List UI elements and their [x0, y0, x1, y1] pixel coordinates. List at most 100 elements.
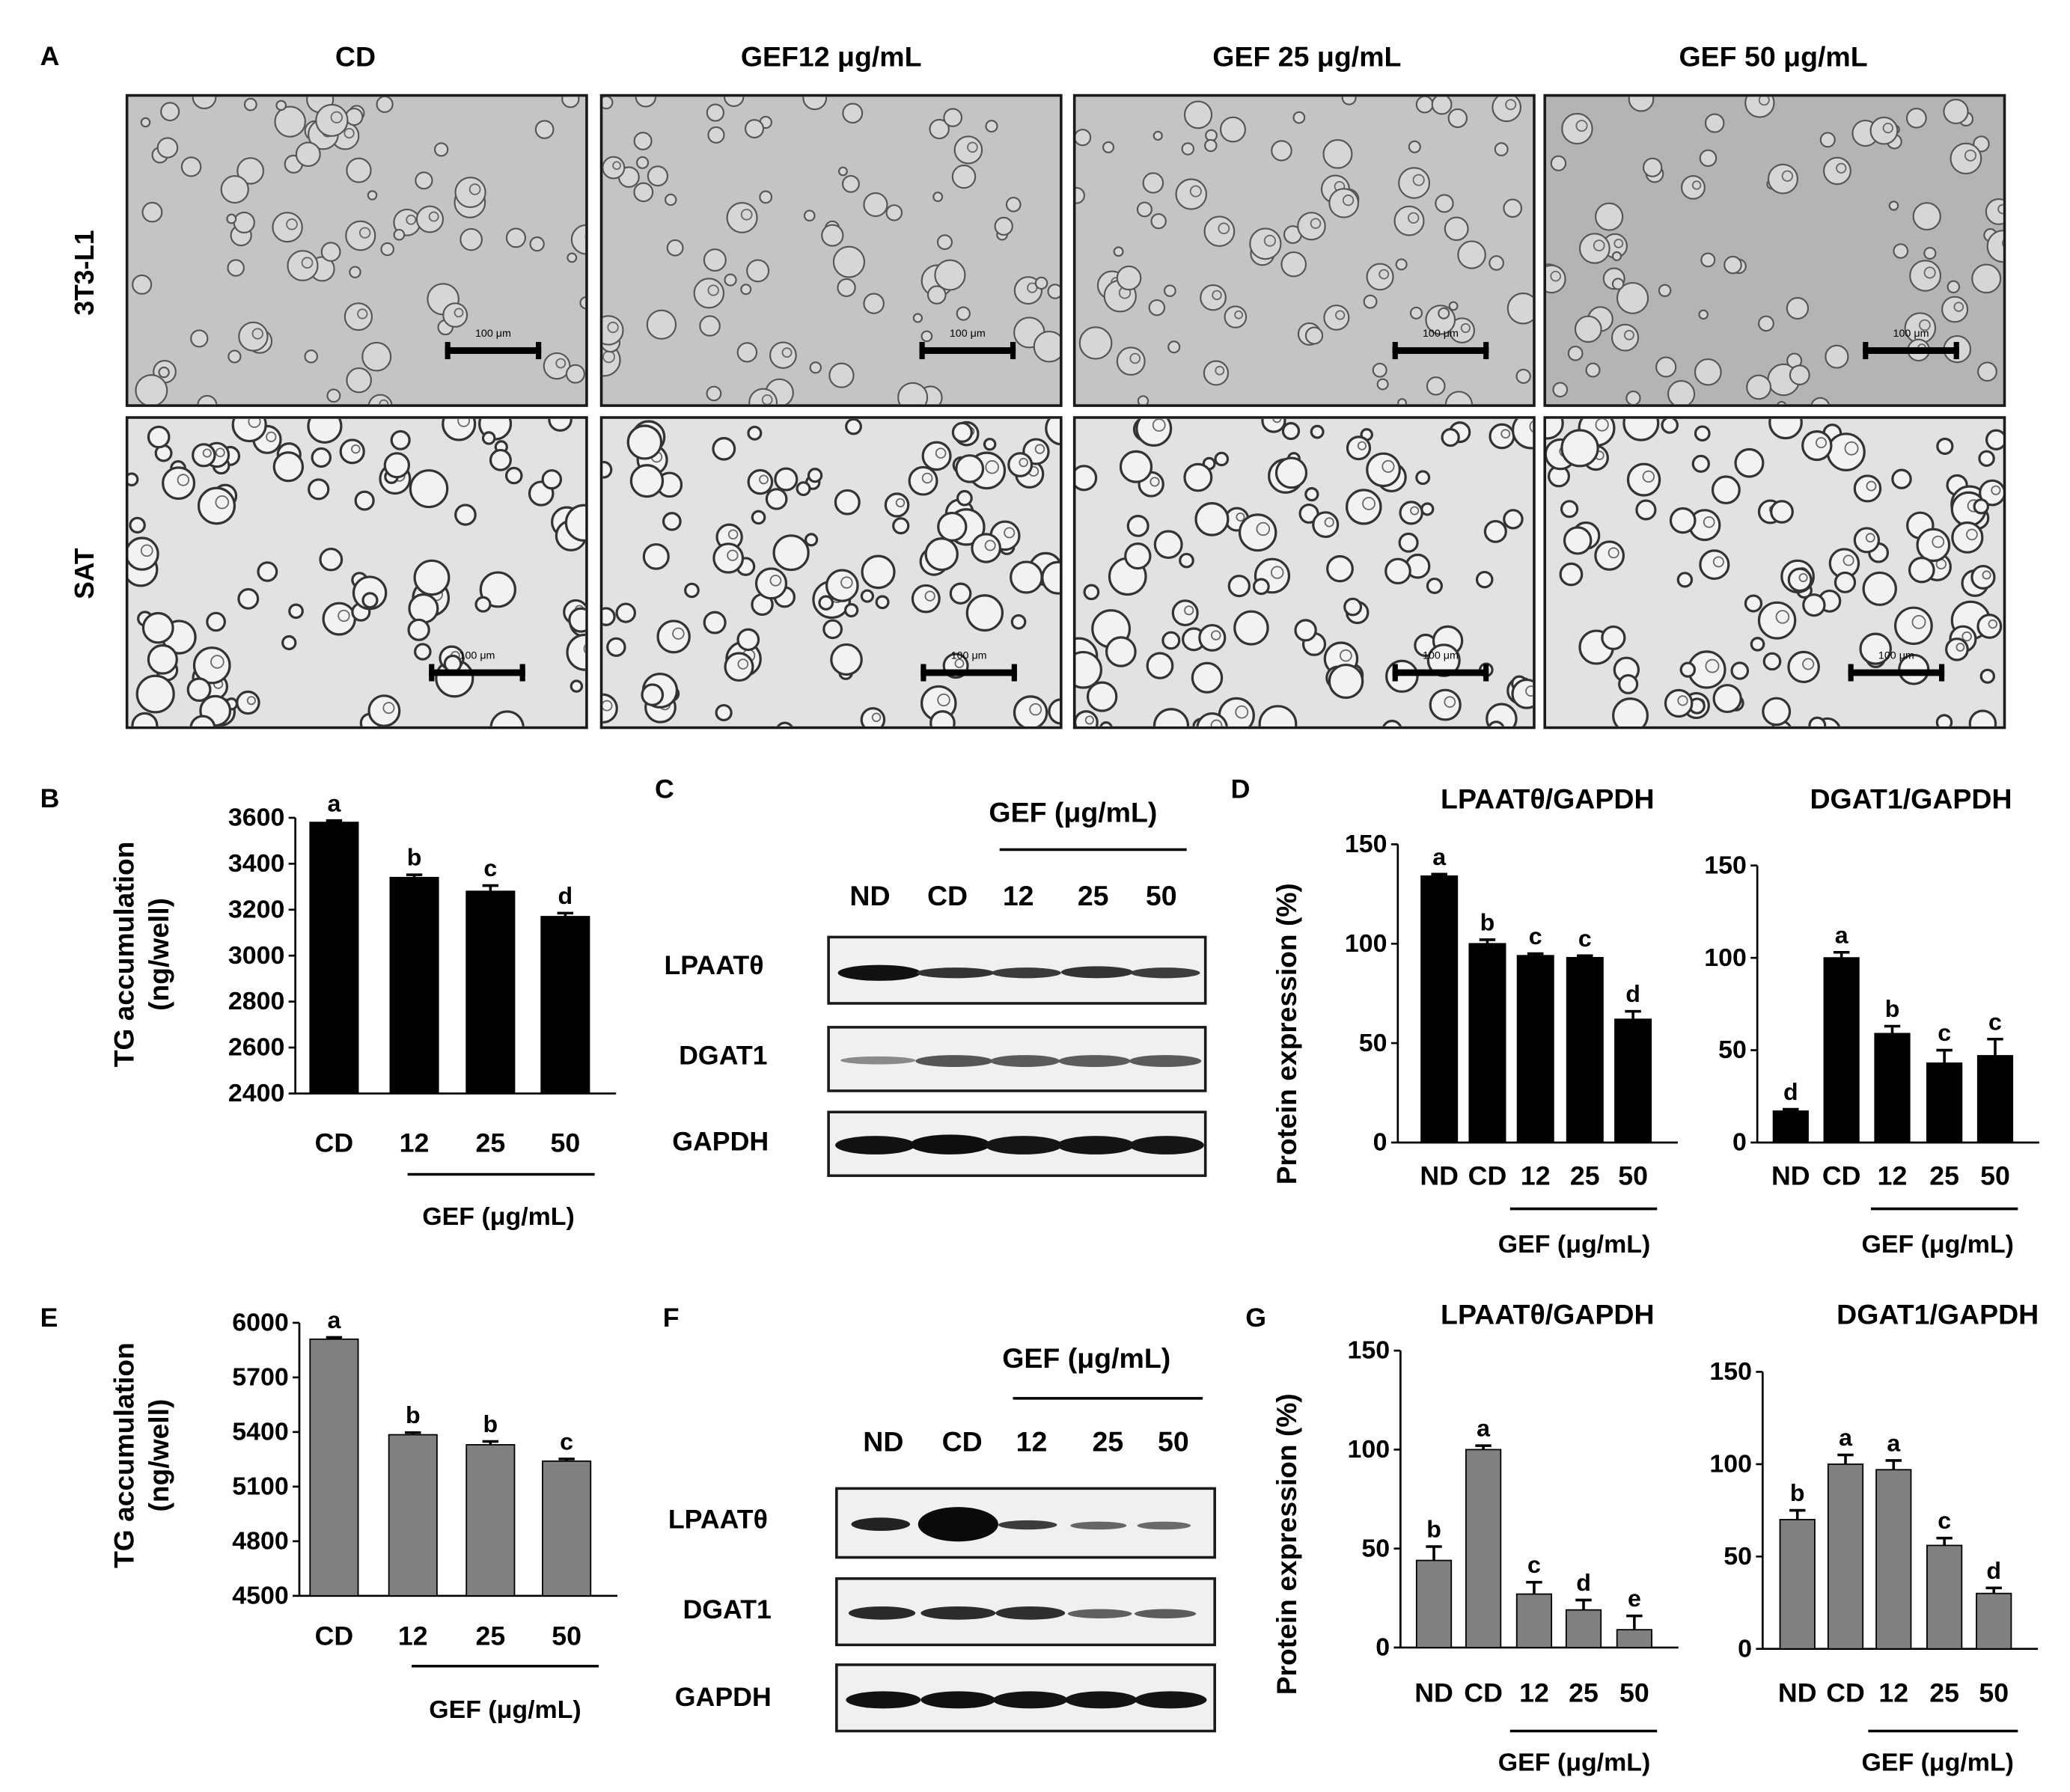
x-tick-label: 50 [552, 1621, 581, 1651]
y-axis-label: TG accumulation (ng/well) [108, 1342, 174, 1568]
bar-CD [1468, 943, 1506, 1143]
x-tick-label: 12 [1878, 1161, 1908, 1191]
significance-letter: a [1887, 1430, 1900, 1457]
scale-bar-label: 100 μm [1422, 649, 1459, 661]
significance-letter: d [558, 882, 573, 909]
significance-letter: a [327, 789, 341, 816]
x-tick-label: 25 [475, 1128, 505, 1158]
bar-12 [388, 1434, 438, 1597]
y-tick-label: 3200 [228, 896, 284, 924]
significance-letter: a [327, 1306, 341, 1333]
blot-f-label-lpaat: LPAATθ [668, 1505, 768, 1535]
y-tick-label: 4800 [232, 1527, 288, 1556]
bar-ND [1779, 1519, 1816, 1650]
blot-f-lane-25: 25 [1092, 1427, 1124, 1458]
x-tick-label: 25 [1570, 1161, 1600, 1191]
bar-12 [1515, 1593, 1553, 1648]
y-tick-label: 100 [1709, 1450, 1752, 1478]
significance-letter: b [1790, 1479, 1805, 1506]
y-tick-label: 150 [1347, 1336, 1390, 1365]
column-title-gef50: GEF 50 μg/mL [1679, 42, 1868, 73]
x-tick-label: CD [1826, 1678, 1865, 1708]
scale-bar-label: 100 μm [949, 327, 986, 340]
blot-f-gapdh [835, 1663, 1216, 1733]
blot-c-lane-50: 50 [1145, 881, 1177, 912]
y-axis-label-line2: (ng/well) [143, 1399, 174, 1512]
y-axis-label-line1: TG accumulation [108, 842, 139, 1068]
blot-f-lane-12: 12 [1016, 1427, 1048, 1458]
micrograph-3t3l1-1 [125, 94, 588, 407]
x-tick-label: CD [315, 1621, 354, 1651]
x-tick-label: CD [1464, 1678, 1503, 1708]
scale-bar-label: 100 μm [1422, 327, 1459, 340]
bar-12 [1516, 955, 1554, 1143]
significance-letter: d [1625, 980, 1640, 1007]
panel-label-e: E [40, 1304, 58, 1334]
blot-f-dgat1 [835, 1577, 1216, 1647]
blot-f-header: GEF (μg/mL) [1002, 1344, 1171, 1374]
y-tick-label: 0 [1376, 1633, 1390, 1662]
x-tick-label: 50 [1618, 1161, 1648, 1191]
y-tick-label: 4500 [232, 1582, 288, 1610]
y-tick-label: 5400 [232, 1418, 288, 1446]
x-tick-label: CD [1822, 1161, 1861, 1191]
x-tick-label: 25 [1929, 1161, 1959, 1191]
bar-12 [389, 876, 439, 1095]
significance-letter: c [1938, 1019, 1951, 1046]
y-axis-label: Protein expression (%) [1271, 1393, 1302, 1695]
significance-letter: b [406, 1401, 421, 1428]
y-axis-label: Protein expression (%) [1271, 883, 1302, 1184]
significance-letter: e [1628, 1585, 1641, 1612]
significance-letter: d [1576, 1569, 1591, 1596]
y-axis-label-line2: (ng/well) [143, 898, 174, 1011]
bar-25 [1926, 1062, 1963, 1143]
column-title-gef25: GEF 25 μg/mL [1212, 42, 1402, 73]
micrograph-3t3l1-2 [599, 94, 1063, 407]
scale-bar-label: 100 μm [1878, 649, 1914, 661]
micrograph-sat-3 [1072, 416, 1536, 730]
y-tick-label: 100 [1345, 929, 1387, 958]
chart-title: DGAT1/GAPDH [1810, 783, 2012, 815]
y-tick-label: 0 [1732, 1128, 1747, 1157]
significance-letter: c [1988, 1008, 2002, 1035]
scale-bar-label: 100 μm [950, 649, 987, 661]
panel-label-b: B [40, 784, 60, 814]
significance-letter: b [1426, 1516, 1441, 1543]
y-tick-label: 100 [1347, 1435, 1390, 1464]
y-tick-label: 2800 [228, 987, 284, 1015]
blot-c-label-dgat1: DGAT1 [679, 1042, 768, 1071]
significance-letter: d [1986, 1557, 2001, 1584]
scale-bar: 100 μm [445, 328, 542, 360]
x-tick-label: CD [315, 1128, 354, 1158]
significance-letter: a [1432, 843, 1446, 870]
y-tick-label: 3000 [228, 941, 284, 970]
significance-letter: c [560, 1428, 573, 1455]
scale-bar: 100 μm [1392, 649, 1489, 682]
significance-letter: b [1480, 909, 1495, 936]
scale-bar: 100 μm [919, 328, 1016, 360]
blot-c-header: GEF (μg/mL) [989, 798, 1158, 829]
x-tick-label: 12 [400, 1128, 430, 1158]
x-tick-label: 12 [1878, 1678, 1908, 1708]
micrograph-3t3l1-3 [1072, 94, 1536, 407]
y-tick-label: 2600 [228, 1033, 284, 1062]
panel-label-a: A [40, 42, 60, 72]
y-tick-label: 0 [1373, 1128, 1387, 1157]
x-tick-label: 50 [1980, 1161, 2010, 1191]
blot-c-underline [999, 848, 1187, 851]
significance-letter: b [407, 844, 422, 871]
x-tick-label: ND [1771, 1161, 1810, 1191]
blot-f-lane-50: 50 [1157, 1427, 1189, 1458]
y-tick-label: 150 [1704, 851, 1747, 880]
significance-letter: a [1477, 1415, 1490, 1442]
blot-c-gapdh [827, 1110, 1207, 1178]
x-tick-label: ND [1420, 1161, 1459, 1191]
group-label: GEF (μg/mL) [1498, 1230, 1650, 1259]
x-tick-label: 12 [398, 1621, 428, 1651]
blot-c-lane-nd: ND [849, 881, 891, 912]
x-tick-label: 12 [1521, 1161, 1551, 1191]
y-tick-label: 5700 [232, 1363, 288, 1392]
